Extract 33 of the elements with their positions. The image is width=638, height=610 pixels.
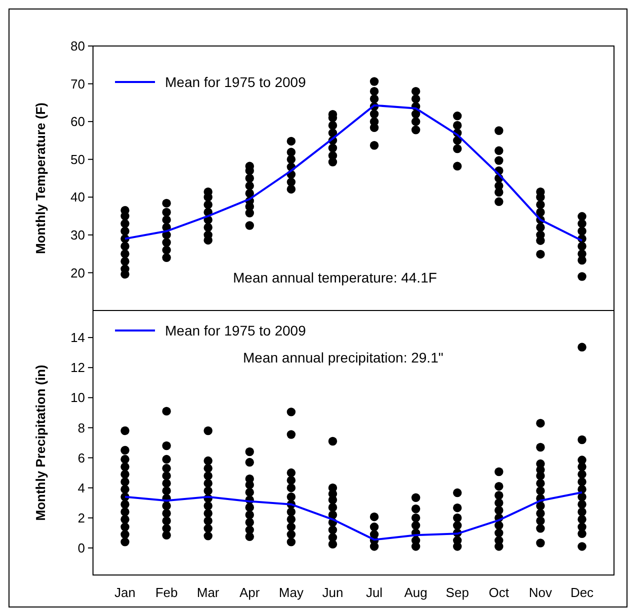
x-tick-label: Jul	[366, 585, 383, 600]
y-tick-label: 4	[78, 480, 85, 496]
x-tick-label: Dec	[570, 585, 594, 600]
x-tick-label: Sep	[446, 585, 469, 600]
y-tick-label: 50	[70, 152, 85, 167]
legend-label: Mean for 1975 to 2009	[165, 74, 306, 90]
x-tick-label: Aug	[404, 585, 428, 600]
x-tick-label: Feb	[155, 585, 178, 600]
x-tick-label: Mar	[196, 585, 220, 600]
y-tick-label: 12	[70, 360, 85, 376]
y-tick-label: 40	[70, 190, 85, 205]
x-tick-label: Nov	[528, 585, 553, 600]
x-tick-label: Jun	[322, 585, 344, 600]
y-tick-label: 80	[70, 38, 85, 54]
legend-label: Mean for 1975 to 2009	[165, 322, 306, 338]
y-tick-label: 70	[70, 76, 85, 92]
annotation: Mean annual temperature: 44.1F	[233, 270, 437, 286]
x-tick-label: May	[278, 585, 304, 600]
annotation: Mean annual precipitation: 29.1"	[243, 350, 444, 366]
y-tick-label: 2	[78, 510, 85, 526]
y-tick-label: 6	[78, 450, 85, 466]
y-tick-label: 60	[70, 114, 85, 130]
y-axis-title: Monthly Precipitation (in)	[33, 364, 48, 521]
y-tick-label: 0	[78, 540, 85, 556]
y-tick-label: 10	[70, 390, 85, 406]
y-tick-label: 8	[78, 420, 85, 436]
x-tick-label: Apr	[240, 585, 260, 600]
y-axis-title: Monthly Temperature (F)	[33, 102, 48, 254]
x-tick-label: Oct	[488, 585, 510, 600]
y-tick-label: 30	[70, 227, 85, 242]
y-tick-label: 14	[70, 330, 85, 346]
x-tick-label: Jan	[114, 585, 136, 600]
y-tick-label: 20	[70, 265, 85, 280]
